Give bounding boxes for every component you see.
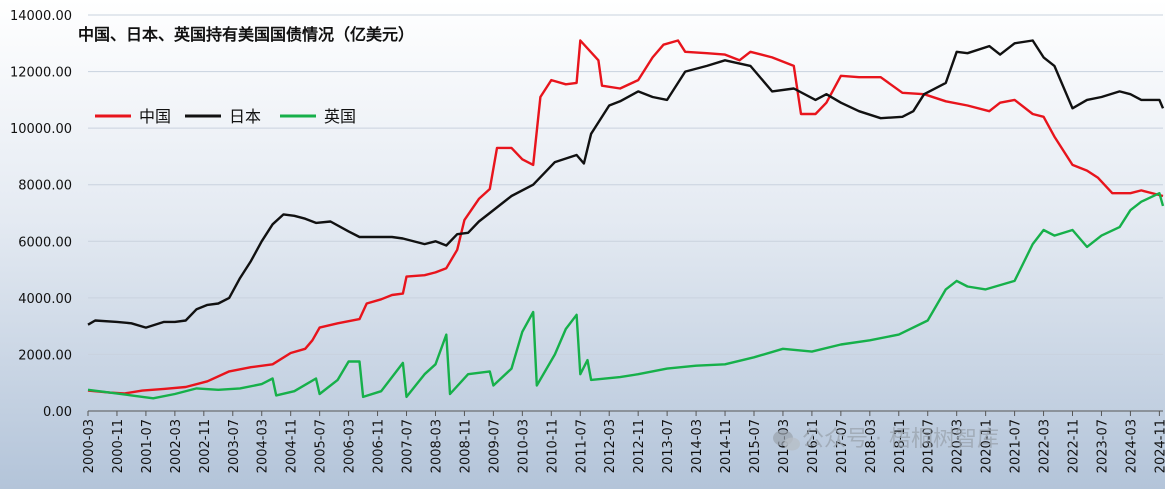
legend-label-2: 英国 <box>324 107 356 126</box>
y-tick-label: 8000.00 <box>18 179 72 194</box>
x-tick-label: 2016-11 <box>806 419 821 473</box>
x-tick-label: 2009-07 <box>487 419 502 473</box>
x-tick-label: 2012-11 <box>632 419 647 473</box>
x-tick-label: 2020-03 <box>951 419 966 473</box>
x-tick-label: 2023-07 <box>1095 419 1110 473</box>
y-tick-label: 14000.00 <box>10 9 72 24</box>
x-tick-label: 2002-03 <box>169 419 184 473</box>
x-tick-label: 2002-11 <box>198 419 213 473</box>
x-tick-label: 2007-07 <box>401 419 416 473</box>
x-tick-label: 2000-03 <box>82 419 97 473</box>
x-tick-label: 2006-11 <box>372 419 387 473</box>
x-tick-label: 2024-11 <box>1153 419 1165 473</box>
x-tick-label: 2015-07 <box>748 419 763 473</box>
legend: 中国 日本 英国 <box>95 107 356 126</box>
x-tick-label: 2013-07 <box>661 419 676 473</box>
y-tick-label: 4000.00 <box>18 292 72 307</box>
y-tick-label: 2000.00 <box>18 348 72 363</box>
x-tick-label: 2008-03 <box>429 419 444 473</box>
series-line-2 <box>87 192 1165 400</box>
x-tick-label: 2012-03 <box>603 419 618 473</box>
x-tick-label: 2014-11 <box>719 419 734 473</box>
series-line-1 <box>87 39 1165 329</box>
watermark: 公众号 · 梧桐树智库 <box>773 427 999 452</box>
x-tick-label: 2005-07 <box>314 419 329 473</box>
y-tick-label: 10000.00 <box>10 122 72 137</box>
chart-title: 中国、日本、英国持有美国国债情况（亿美元） <box>78 25 414 44</box>
x-tick-label: 2017-07 <box>835 419 850 473</box>
x-tick-label: 2014-03 <box>690 419 705 473</box>
x-tick-label: 2011-07 <box>574 419 589 473</box>
y-tick-label: 12000.00 <box>10 66 72 81</box>
x-tick-label: 2021-07 <box>1009 419 1024 473</box>
x-axis-ticks: 2000-03 2000-11 2001-07 2002-03 2002-11 2003-… <box>82 411 1165 473</box>
y-tick-label: 6000.00 <box>18 235 72 250</box>
x-tick-label: 2024-03 <box>1124 419 1139 473</box>
x-tick-label: 2003-07 <box>227 419 242 473</box>
watermark-text: 公众号 · 梧桐树智库 <box>802 427 999 452</box>
x-tick-label: 2001-07 <box>140 419 155 473</box>
x-tick-label: 2018-03 <box>864 419 879 473</box>
gridlines <box>88 14 1163 412</box>
x-tick-label: 2010-11 <box>545 419 560 473</box>
legend-label-0: 中国 <box>139 107 171 126</box>
y-tick-label: 0.00 <box>43 405 72 420</box>
y-axis-ticks: 0.00 2000.00 4000.00 6000.00 8000.00 10000.00… <box>10 9 72 420</box>
x-tick-label: 2008-11 <box>458 419 473 473</box>
series-line-0 <box>87 39 1164 395</box>
x-tick-label: 2010-03 <box>516 419 531 473</box>
x-tick-label: 2000-11 <box>111 419 126 473</box>
x-tick-label: 2020-11 <box>980 419 995 473</box>
x-tick-label: 2004-11 <box>285 419 300 473</box>
x-tick-label: 2006-03 <box>343 419 358 473</box>
series-lines <box>87 39 1165 400</box>
legend-label-1: 日本 <box>229 107 261 126</box>
x-tick-label: 2004-03 <box>256 419 271 473</box>
x-tick-label: 2019-07 <box>922 419 937 473</box>
x-tick-label: 2022-11 <box>1067 419 1082 473</box>
wechat-icon <box>773 430 800 451</box>
x-tick-label: 2022-03 <box>1038 419 1053 473</box>
x-tick-label: 2018-11 <box>893 419 908 473</box>
